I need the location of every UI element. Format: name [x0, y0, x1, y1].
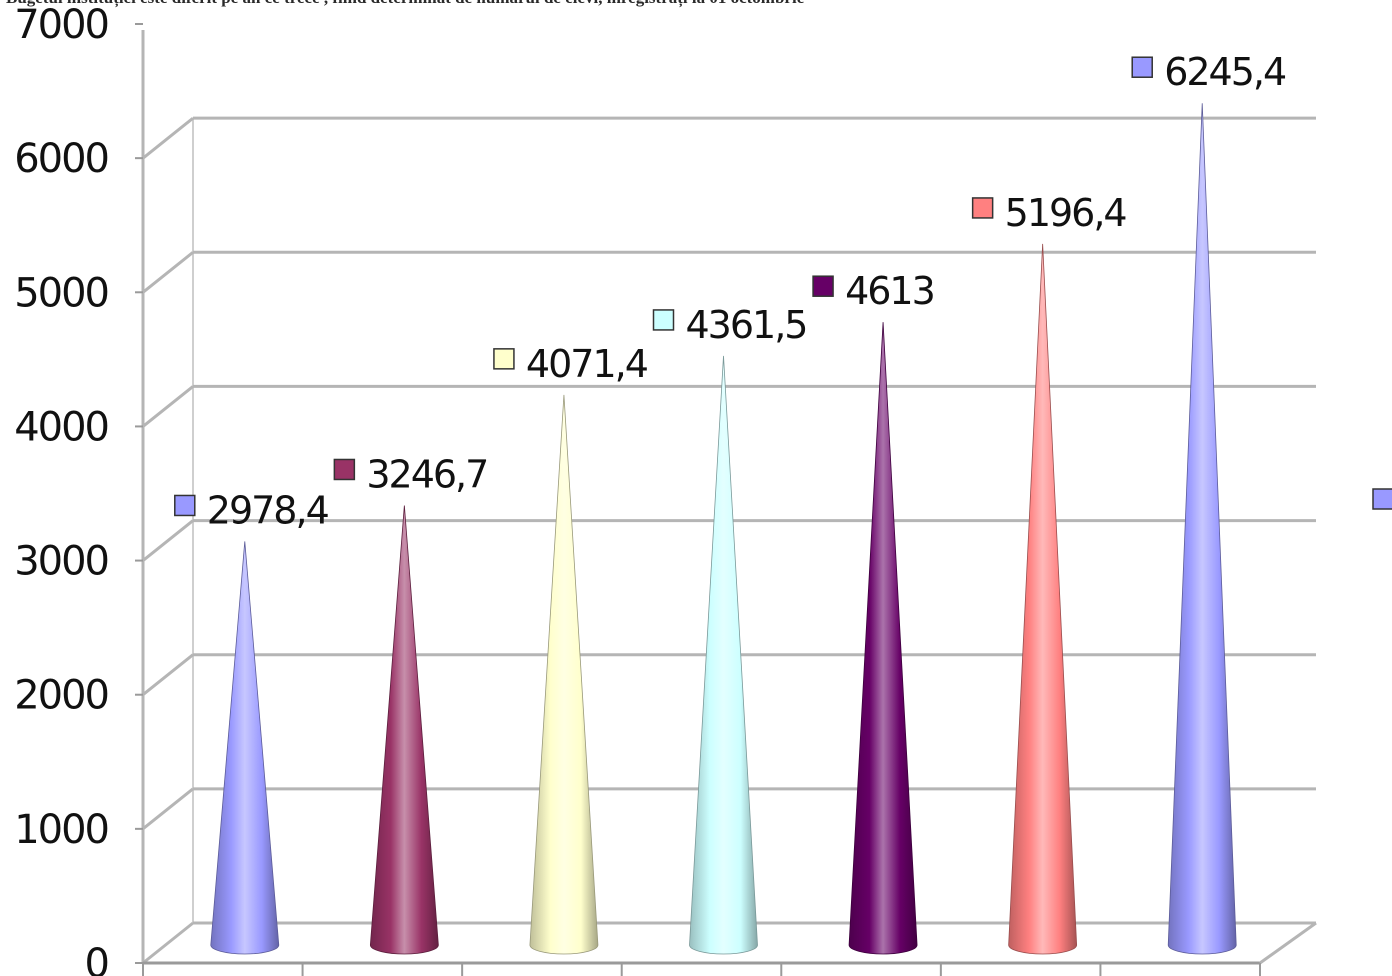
- cone-body: [1008, 243, 1078, 955]
- cone-bar: [689, 355, 758, 955]
- data-label: 3246,7: [366, 452, 487, 496]
- cone-body: [369, 505, 439, 955]
- data-label: 5196,4: [1005, 191, 1127, 235]
- data-label: 4361,5: [686, 303, 807, 347]
- cone-body: [689, 355, 758, 955]
- cone-bar: [210, 541, 280, 955]
- cone-body: [529, 394, 599, 955]
- data-label: 2978,4: [207, 488, 329, 532]
- y-tick-label: 3000: [14, 539, 108, 585]
- cone-body: [848, 322, 918, 955]
- data-label-key: [493, 348, 515, 370]
- data-label: 4613: [845, 269, 934, 313]
- cone-body: [210, 541, 280, 955]
- gridline-diagonal: [142, 519, 194, 562]
- gridline-diagonal: [142, 787, 194, 831]
- data-series: [210, 103, 1237, 955]
- data-label-key: [333, 458, 356, 481]
- data-label-key: [174, 494, 196, 517]
- y-axis-tick-labels: 0 1000 2000 3000 4000 5000 6000 7000: [14, 2, 110, 976]
- y-tick-label: 0: [85, 941, 108, 976]
- data-label: 4071,4: [526, 342, 648, 386]
- data-label-key: [1131, 56, 1153, 78]
- y-tick-label: 7000: [14, 2, 108, 48]
- y-tick-label: 4000: [14, 404, 108, 450]
- y-tick-label: 1000: [14, 807, 108, 853]
- data-labels: 2978,4 3246,7 4071,4 4361,5 4613 5196,4 6245,4: [174, 50, 1288, 532]
- gridline-diagonal: [142, 653, 194, 696]
- legend: [1372, 488, 1392, 510]
- chart-caption-text: Bugetul instituției este diferit pe an c…: [6, 0, 1106, 8]
- y-tick-label: 2000: [14, 673, 108, 719]
- cone-body: [1167, 103, 1237, 955]
- axes: [135, 23, 1317, 976]
- data-label-key: [971, 197, 994, 219]
- cone-bar: [1167, 103, 1237, 955]
- floor-edge: [1259, 921, 1317, 965]
- cone-bar: [848, 322, 918, 955]
- gridline-diagonal: [142, 251, 194, 294]
- gridline-diagonal: [142, 385, 194, 428]
- y-tick-label: 6000: [14, 136, 108, 182]
- cone-bar: [369, 505, 439, 955]
- legend-key: [1372, 488, 1392, 510]
- y-tick-label: 5000: [14, 270, 108, 316]
- gridlines: [142, 116, 1316, 965]
- cone-bar: [1008, 243, 1078, 955]
- data-label: 6245,4: [1164, 50, 1286, 94]
- gridline-diagonal: [142, 116, 194, 160]
- floor-diagonal: [142, 921, 194, 965]
- data-label-key: [812, 275, 834, 297]
- cone-bar: [529, 394, 599, 955]
- data-label-key: [652, 309, 675, 331]
